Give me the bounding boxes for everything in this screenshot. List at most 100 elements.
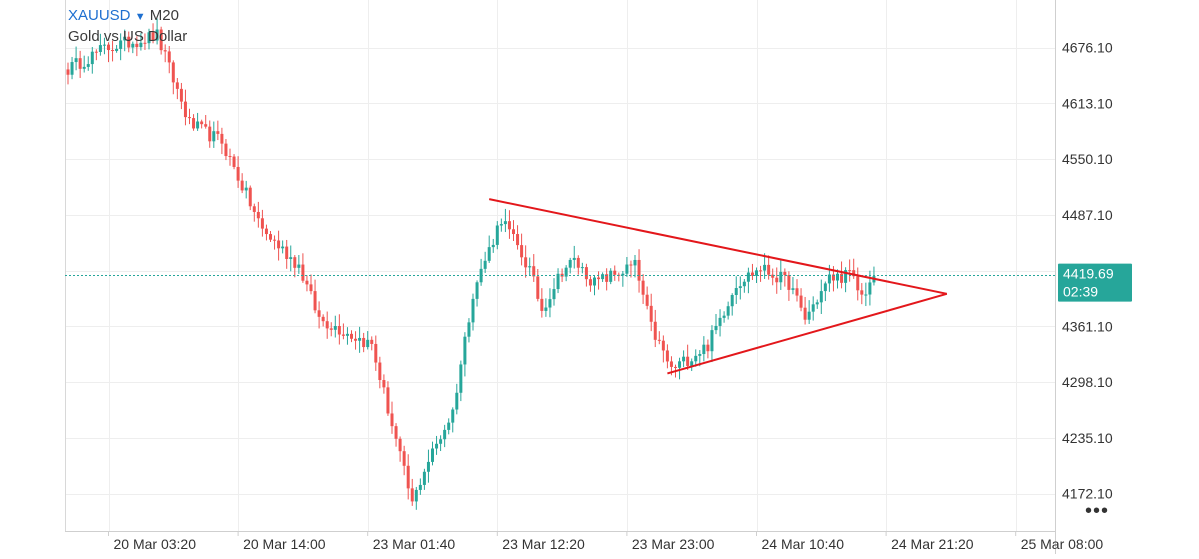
candle-body (621, 273, 625, 276)
candle-body (418, 484, 422, 490)
candle-body (362, 337, 366, 348)
x-tick-label: 24 Mar 10:40 (762, 536, 845, 552)
candle-body (127, 36, 131, 48)
x-tick-label: 24 Mar 21:20 (891, 536, 974, 552)
candle-body (74, 58, 78, 63)
candle-body (674, 366, 677, 368)
candle-body (661, 340, 665, 351)
candle-body (447, 422, 451, 430)
candle-body (682, 356, 686, 362)
candle-body (321, 316, 325, 322)
x-tick-label: 20 Mar 14:00 (243, 536, 326, 552)
candle-body (528, 266, 532, 268)
candle-body (244, 187, 248, 191)
candle-body (370, 339, 374, 344)
candle-body (131, 43, 135, 48)
y-tick-label: 4361.10 (1062, 318, 1113, 334)
candle-body (633, 259, 637, 266)
candle-body (394, 426, 398, 439)
legend-symbol-row: XAUUSD ▼ M20 (68, 6, 187, 27)
candle-body (467, 322, 471, 337)
candle-body (750, 272, 754, 276)
candle-body (799, 295, 803, 308)
candle-body (803, 307, 807, 320)
candle-body (831, 274, 835, 281)
candle-body (499, 224, 503, 226)
candle-body (584, 267, 588, 280)
candle-body (305, 280, 309, 285)
candle-body (204, 124, 208, 127)
candle-body (544, 307, 548, 311)
candle-body (90, 51, 94, 65)
candle-body (252, 206, 256, 212)
candle-body (228, 156, 232, 158)
candle-body (431, 448, 434, 462)
candle-body (738, 286, 742, 289)
candle-body (410, 488, 414, 502)
chart-legend: XAUUSD ▼ M20 Gold vs US Dollar (68, 6, 187, 47)
candle-body (147, 32, 151, 44)
candle-body (690, 361, 694, 366)
candle-body (572, 257, 576, 260)
candle-body (495, 225, 499, 245)
timeframe-label[interactable]: M20 (149, 7, 179, 24)
candle-body (256, 211, 260, 219)
candle-body (811, 304, 815, 312)
candle-body (151, 32, 155, 41)
candle-body (763, 264, 767, 271)
candle-body (734, 288, 738, 296)
candle-body (402, 451, 406, 466)
candle-body (192, 118, 196, 129)
candle-body (277, 240, 281, 249)
symbol-name[interactable]: XAUUSD (68, 7, 131, 24)
candle-body (726, 306, 730, 316)
candle-body (645, 294, 649, 306)
candle-body (706, 344, 710, 352)
candle-body (819, 291, 823, 303)
current-price-value: 4419.69 (1063, 266, 1114, 282)
candle-body (568, 259, 572, 268)
candle-body (856, 276, 860, 291)
candle-body (341, 334, 345, 336)
candle-body (119, 40, 123, 49)
candle-body (556, 273, 560, 290)
candle-body (212, 131, 216, 142)
candle-body (455, 392, 459, 410)
candle-body (435, 443, 439, 449)
candle-body (135, 43, 139, 48)
candle-body (260, 218, 264, 229)
candle-body (783, 271, 787, 276)
candle-body (163, 50, 167, 52)
candle-body (718, 317, 722, 326)
candle-body (439, 439, 443, 444)
candle-body (289, 257, 293, 259)
y-tick-label: 4298.10 (1062, 374, 1113, 390)
candle-body (398, 438, 402, 452)
candle-body (358, 337, 362, 341)
candle-body (143, 42, 147, 44)
candle-body (823, 283, 827, 292)
candle-body (767, 264, 771, 275)
candle-body (536, 276, 540, 299)
more-options-icon[interactable]: ••• (1084, 500, 1109, 522)
chevron-down-icon[interactable]: ▼ (134, 11, 146, 23)
candle-body (273, 239, 277, 241)
y-tick-label: 4172.10 (1062, 486, 1113, 502)
candle-body (459, 364, 463, 393)
candle-body (345, 333, 349, 336)
candle-body (208, 126, 212, 142)
candle-body (232, 156, 236, 167)
candle-body (787, 275, 791, 290)
x-tick-label: 23 Mar 01:40 (373, 536, 456, 552)
candle-body (564, 267, 568, 277)
candle-body (317, 310, 321, 317)
candle-body (548, 299, 552, 308)
candle-body (775, 277, 779, 283)
candle-body (609, 270, 613, 282)
candle-body (516, 234, 520, 246)
candle-body (588, 279, 592, 286)
candle-body (406, 465, 410, 489)
candle-body (216, 131, 220, 134)
